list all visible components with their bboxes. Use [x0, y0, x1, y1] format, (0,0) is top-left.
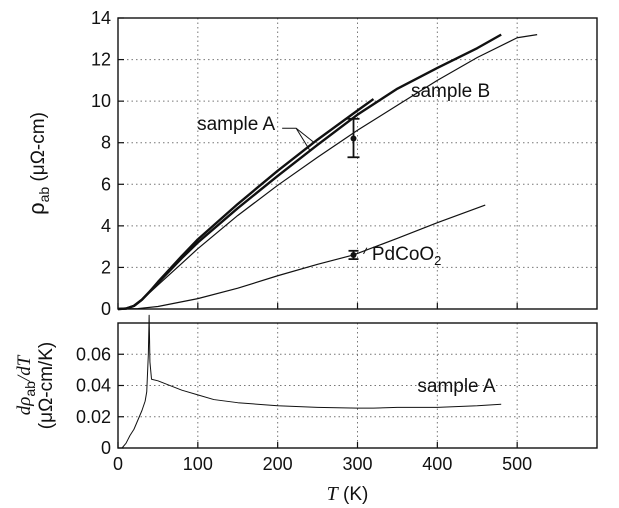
- annotation-sample-b: sample B: [411, 81, 490, 102]
- data-point: [350, 251, 357, 258]
- x-axis-label: T (K): [327, 483, 369, 505]
- top-ytick-label: 4: [101, 216, 111, 236]
- bottom-ytick-label: 0.04: [76, 376, 111, 396]
- top-ytick-label: 2: [101, 257, 111, 277]
- bottom-y-axis-label-line2: (μΩ-cm/K): [36, 342, 57, 429]
- annotation-sample-a: sample A: [197, 114, 275, 135]
- bottom-panel: 0 0.02 0.04 0.06 sample A: [76, 314, 598, 458]
- leader-line-a1: [282, 127, 311, 151]
- x-tick-label: 0: [113, 454, 123, 474]
- top-ytick-label: 10: [91, 91, 111, 111]
- top-ytick-label: 14: [91, 8, 111, 28]
- x-tick-label: 200: [263, 454, 293, 474]
- x-tick-label: 400: [422, 454, 452, 474]
- annotation-pdcoo2: PdCoO2: [372, 244, 442, 268]
- top-ytick-label: 12: [91, 50, 111, 70]
- bottom-series-line: [121, 314, 502, 449]
- bottom-ytick-label: 0.06: [76, 344, 111, 364]
- top-series-line: [117, 204, 486, 310]
- top-ytick-label: 0: [101, 299, 111, 319]
- top-series-line: [117, 33, 502, 311]
- data-point: [350, 135, 357, 142]
- leader-line-pdcoo2: [363, 247, 368, 255]
- bottom-ytick-label: 0.02: [76, 407, 111, 427]
- bottom-y-axis-label-line1: dρab/dT: [14, 354, 38, 415]
- top-ytick-label: 8: [101, 133, 111, 153]
- leader-line-a2: [295, 127, 315, 144]
- annotation-bottom-sample-a: sample A: [417, 376, 495, 397]
- x-tick-label: 100: [183, 454, 213, 474]
- top-series-line: [117, 34, 538, 310]
- top-ytick-label: 6: [101, 174, 111, 194]
- top-panel: 0 2 4 6 8 10 12 14 sample A sample B PdCoO2: [91, 8, 598, 319]
- x-tick-label: 500: [502, 454, 532, 474]
- x-tick-label: 300: [342, 454, 372, 474]
- top-y-axis-label: ρab (μΩ-cm): [24, 112, 52, 215]
- bottom-ytick-label: 0: [101, 438, 111, 458]
